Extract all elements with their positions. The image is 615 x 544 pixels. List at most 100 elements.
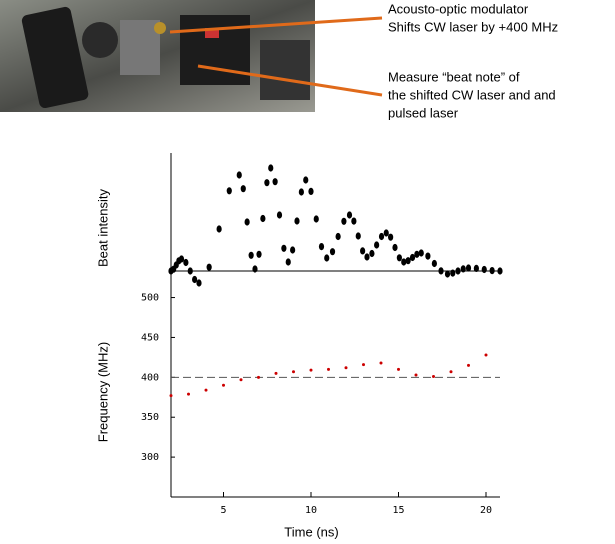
beat-dot: [294, 217, 300, 225]
beat-dot: [465, 264, 472, 272]
beat-dot: [405, 257, 411, 265]
frequency-dot: [432, 375, 435, 379]
frequency-dot: [379, 361, 383, 365]
beat-dot: [450, 269, 456, 277]
pointer-line: [169, 16, 383, 34]
beat-dot: [341, 217, 347, 225]
frequency-dot: [327, 367, 330, 371]
beat-dot: [196, 279, 202, 287]
frequency-dot: [414, 373, 418, 377]
plot: Beat intensity: [95, 153, 503, 291]
beat-dot: [206, 263, 212, 271]
x-tick-label: 5: [220, 505, 226, 516]
beat-dot: [409, 253, 416, 262]
lab-photo: [0, 0, 315, 112]
beat-dot: [318, 243, 325, 251]
annotation-line: Shifts CW laser by +400 MHz: [388, 19, 558, 34]
x-axis-label: Time (ns): [284, 524, 338, 539]
beat-dot: [264, 179, 270, 187]
y-tick-label: 400: [141, 372, 159, 383]
beat-dot: [248, 251, 254, 259]
beat-dot: [178, 255, 185, 263]
beat-dot: [313, 215, 319, 223]
y-axis-label: Beat intensity: [95, 188, 110, 267]
frequency-dot: [449, 370, 453, 374]
beat-dot: [460, 265, 466, 273]
beat-dot: [324, 254, 330, 262]
beat-dot: [369, 249, 375, 258]
beat-dot: [272, 178, 278, 186]
beat-dot: [378, 232, 385, 241]
annotation-line: Acousto-optic modulator: [388, 1, 529, 16]
beat-dot: [216, 225, 222, 233]
beat-dot: [489, 267, 495, 275]
beat-dot: [374, 241, 380, 249]
beat-dot: [303, 176, 309, 184]
beat-dot: [438, 267, 444, 275]
beat-dot: [290, 246, 296, 254]
beat-dot: [226, 187, 232, 195]
y-tick-label: 300: [141, 452, 159, 463]
beat-dot: [388, 233, 394, 241]
frequency-dot: [397, 367, 400, 371]
beat-dot: [383, 229, 389, 237]
frequency-dot: [292, 370, 295, 374]
beat-dot: [236, 171, 242, 179]
annotation-line: the shifted CW laser and and: [388, 87, 556, 102]
frequency-dot: [484, 353, 488, 357]
beat-dot: [497, 267, 503, 275]
y-tick-label: 500: [141, 293, 159, 304]
beat-dot: [396, 254, 402, 262]
beat-dot: [355, 232, 361, 240]
beat-dot: [260, 214, 266, 223]
beat-dot: [335, 232, 341, 241]
beat-dot: [455, 267, 461, 275]
y-tick-label: 450: [141, 332, 159, 343]
beat-dot: [252, 265, 258, 273]
frequency-dot: [344, 366, 348, 370]
beat-dot: [329, 248, 336, 256]
frequency-dot: [187, 392, 190, 396]
x-tick-label: 15: [392, 505, 404, 516]
beat-dot: [346, 211, 353, 219]
beat-dot: [192, 275, 198, 284]
annotation-line: pulsed laser: [388, 105, 459, 120]
frequency-dot: [362, 363, 365, 367]
beat-dot: [392, 243, 398, 252]
frequency-dot: [467, 363, 470, 367]
frequency-dot: [222, 383, 225, 387]
beat-dot: [414, 250, 420, 258]
beat-dot: [401, 258, 407, 266]
y-tick-label: 350: [141, 412, 159, 423]
beat-dot: [425, 252, 431, 260]
beat-dot: [481, 265, 487, 274]
beat-dot: [240, 185, 246, 193]
frequency-dot: [239, 378, 243, 382]
y-axis-label: Frequency (MHz): [95, 342, 110, 442]
beat-dot: [418, 249, 424, 257]
charts: Beat intensity 300 350 400 450 500 5 10 15 20 Freq…: [95, 153, 503, 539]
beat-dot: [187, 267, 193, 275]
beat-dot: [285, 258, 291, 266]
beat-dot: [298, 188, 304, 196]
beat-dot: [183, 258, 189, 267]
beat-dot: [256, 250, 262, 258]
frequency-dot: [204, 388, 208, 392]
x-tick-label: 20: [480, 505, 492, 516]
annotation-line: Measure “beat note” of: [388, 69, 520, 84]
plot: 300 350 400 450 500 5 10 15 20 Frequency (MHz) Tim…: [95, 280, 500, 539]
beat-dot: [473, 264, 479, 272]
annotations: Acousto-optic modulator Shifts CW laser b…: [388, 1, 558, 120]
frequency-dot: [309, 368, 313, 372]
beat-dot: [281, 244, 287, 252]
frequency-dot: [257, 375, 260, 379]
beat-dot: [351, 217, 357, 225]
x-tick-label: 10: [305, 505, 317, 516]
beat-dot: [276, 211, 283, 219]
beat-dot: [360, 247, 366, 255]
beat-dot: [431, 259, 437, 268]
beat-dot: [244, 218, 250, 226]
beat-dot: [364, 253, 370, 261]
frequency-dot: [274, 371, 278, 375]
